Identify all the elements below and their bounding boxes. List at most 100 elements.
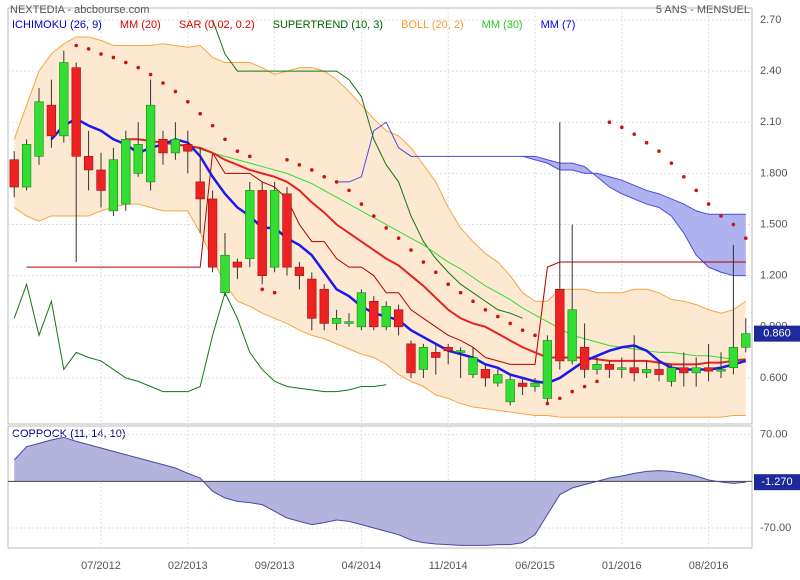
- candle-body: [679, 367, 689, 374]
- sar-dot: [260, 287, 265, 292]
- sar-dot: [533, 333, 537, 338]
- sar-dot: [496, 314, 500, 319]
- candle-body: [108, 159, 119, 212]
- sar-dot: [694, 188, 698, 193]
- candle-body: [418, 346, 429, 370]
- candle-body: [542, 340, 553, 399]
- sar-dot: [272, 290, 277, 295]
- candle-body: [455, 350, 466, 353]
- sar-dot: [173, 89, 178, 94]
- sar-dot: [334, 180, 339, 184]
- indicator-line: [26, 151, 746, 365]
- candle-body: [158, 138, 168, 154]
- value-tag-label: -1.270: [761, 476, 792, 488]
- sar-dot: [99, 52, 103, 56]
- legend-item: BOLL (20, 2): [401, 19, 464, 31]
- band-area: [522, 156, 746, 276]
- sar-dot: [582, 384, 587, 389]
- x-tick-label: 11/2014: [429, 560, 468, 572]
- indicator-line: [125, 138, 746, 366]
- candle-body: [517, 382, 528, 387]
- coppock-area: [14, 437, 746, 546]
- period: 5 ANS - MENSUEL: [656, 4, 750, 16]
- sar-dot: [186, 99, 190, 104]
- dots: [74, 43, 748, 406]
- candle-body: [344, 321, 354, 324]
- band-upper: [13, 36, 747, 314]
- sar-dot: [136, 65, 140, 70]
- legend-item: SUPERTREND (10, 3): [273, 19, 383, 31]
- sar-dot: [458, 290, 463, 295]
- sar-dot: [359, 202, 364, 206]
- candle-body: [691, 367, 701, 374]
- candle-body: [245, 190, 255, 259]
- candle-body: [406, 343, 416, 374]
- x-tick-label: 08/2016: [689, 560, 729, 572]
- coppock-line: [13, 436, 746, 546]
- candle-body: [96, 169, 106, 191]
- value-tag: [754, 325, 800, 342]
- sar-dot: [657, 149, 661, 154]
- sar-dot: [508, 321, 512, 326]
- y-tick-label: 1.800: [760, 167, 788, 179]
- y-tick-label: 2.40: [760, 65, 781, 77]
- sar-dot: [607, 120, 612, 125]
- candle-body: [121, 138, 131, 205]
- candle-body: [443, 346, 453, 351]
- y-tick-label: 70.00: [760, 429, 788, 441]
- sar-dot: [124, 60, 128, 65]
- candle-body: [629, 367, 639, 374]
- candle-body: [579, 346, 590, 370]
- sar-dot: [384, 226, 389, 230]
- candle-body: [356, 292, 367, 328]
- y-tick-label: -70.00: [760, 522, 791, 534]
- y-tick-label: 2.10: [760, 116, 781, 128]
- candle-body: [530, 382, 540, 387]
- candles: [9, 50, 751, 406]
- candle-body: [567, 309, 577, 362]
- sar-dot: [620, 125, 624, 130]
- sar-dot: [111, 55, 116, 60]
- sar-dot: [409, 248, 413, 252]
- candle-body: [716, 369, 726, 372]
- indicator-line: [187, 143, 746, 360]
- sar-dot: [297, 163, 302, 167]
- candle-body: [641, 369, 652, 374]
- sar-dot: [235, 149, 240, 154]
- sar-dot: [223, 137, 227, 142]
- chart-title: NEXTEDIA - abcbourse.com: [10, 4, 149, 16]
- value-tag: [754, 474, 800, 491]
- labels: 0.6000.9001.2001.5001.8002.102.402.7070.…: [12, 14, 800, 572]
- candle-body: [232, 261, 243, 268]
- x-tick-label: 01/2016: [602, 560, 642, 572]
- candle-body: [393, 309, 404, 328]
- sar-dot: [421, 260, 426, 264]
- sar-dot: [744, 236, 748, 240]
- sar-dot: [595, 379, 599, 384]
- sar-dot: [210, 123, 215, 128]
- candle-body: [493, 374, 503, 384]
- candle-body: [307, 278, 317, 319]
- sar-dot: [644, 140, 649, 145]
- candle-body: [617, 367, 627, 370]
- sar-dot: [558, 396, 562, 401]
- sar-dot: [161, 81, 165, 85]
- sar-dot: [483, 307, 488, 312]
- band-upper: [336, 121, 746, 215]
- candle-body: [480, 369, 491, 379]
- sar-dot: [719, 214, 723, 218]
- band-lower: [13, 203, 746, 418]
- candle-body: [654, 369, 664, 375]
- indicator-line: [13, 282, 387, 393]
- candle-body: [46, 104, 57, 137]
- candle-body: [741, 333, 751, 348]
- candle-body: [59, 62, 69, 137]
- legend-item: MM (7): [541, 19, 576, 31]
- candle-body: [34, 101, 44, 157]
- x-tick-label: 09/2013: [255, 560, 295, 572]
- sar-dot: [248, 154, 252, 159]
- candle-body: [195, 181, 205, 200]
- legend-item: ICHIMOKU (26, 9): [12, 19, 102, 31]
- candle-body: [257, 190, 267, 276]
